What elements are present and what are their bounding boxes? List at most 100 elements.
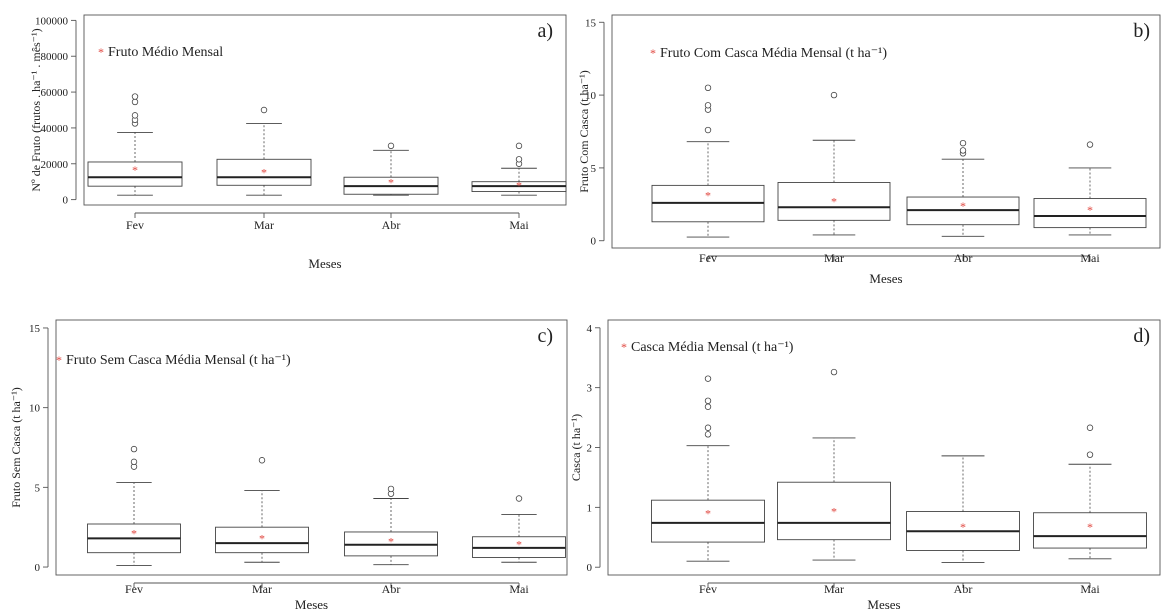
x-tick-label: Abr — [382, 582, 401, 596]
iqr-box — [87, 161, 183, 187]
y-tick-label: 0 — [35, 562, 41, 574]
iqr-box — [777, 182, 891, 221]
x-tick-label: Fev — [699, 582, 717, 596]
outlier-point — [515, 156, 523, 163]
panel-d: 0 1 2 3 4 Fev Mar Abr Mai Meses Casca (t ha⁻¹) d) * C… — [569, 319, 1161, 612]
y-tick-label: 2 — [587, 443, 593, 455]
x-axis-label: Meses — [308, 256, 341, 271]
x-tick-label: Fev — [126, 218, 144, 232]
box-mai: * — [471, 142, 567, 196]
mean-marker: * — [960, 520, 966, 534]
outlier-point — [387, 142, 395, 150]
y-tick-label: 15 — [29, 323, 41, 335]
box-mai: * — [1033, 141, 1147, 236]
x-tick-label: Mai — [509, 582, 529, 596]
legend-label: Fruto Com Casca Média Mensal (t ha⁻¹) — [660, 46, 887, 61]
y-tick-label: 0 — [587, 562, 593, 574]
box-mar: * — [216, 106, 312, 196]
outlier-point — [959, 139, 967, 147]
iqr-box — [216, 158, 312, 186]
y-axis-label: Fruto Com Casca (t ha⁻¹) — [577, 70, 591, 193]
box-mai: * — [1033, 424, 1147, 560]
y-tick-label: 10 — [585, 90, 597, 102]
legend-unit: (t ha⁻¹) — [842, 46, 887, 61]
legend-mean-marker: * — [56, 353, 62, 367]
panel-b: 0 5 10 15 Fev Mar Abr Mai Meses Fruto Com Casca (… — [577, 14, 1161, 286]
box-abr: * — [344, 485, 438, 566]
y-tick-label: 15 — [585, 17, 597, 29]
iqr-box — [1033, 512, 1147, 549]
x-tick-label: Mar — [254, 218, 274, 232]
outlier-point — [387, 485, 395, 493]
y-tick-label: 80000 — [41, 51, 69, 63]
panel-c: 0 5 10 15 Fev Mar Abr Mai Meses Fruto Sem Casca (… — [9, 319, 568, 612]
box-fev: * — [651, 375, 765, 562]
legend-label: Fruto Médio Mensal — [108, 45, 223, 60]
mean-marker: * — [132, 163, 138, 177]
plot-frame — [611, 14, 1161, 249]
outlier-point — [130, 458, 138, 466]
y-tick-label: 60000 — [41, 87, 69, 99]
y-tick-label: 1 — [587, 502, 593, 514]
panel-label: b) — [1133, 20, 1150, 42]
mean-marker: * — [516, 538, 522, 552]
iqr-box — [215, 526, 309, 554]
box-mar: * — [777, 91, 891, 236]
mean-marker: * — [131, 527, 137, 541]
outlier-point — [131, 98, 139, 106]
mean-marker: * — [705, 506, 711, 520]
mean-marker: * — [388, 176, 394, 190]
legend: * Fruto Sem Casca Média Mensal (t ha⁻¹) — [56, 353, 291, 368]
iqr-box — [1033, 198, 1147, 229]
outlier-point — [130, 445, 138, 453]
mean-marker: * — [388, 535, 394, 549]
outlier-point — [704, 403, 712, 410]
legend-mean-marker: * — [621, 340, 627, 354]
x-axis-label: Meses — [295, 597, 328, 612]
outlier-point — [704, 431, 712, 438]
legend-unit: (t ha⁻¹) — [748, 340, 793, 355]
box-mar: * — [215, 457, 309, 563]
box-fev: * — [87, 445, 181, 566]
x-tick-label: Mar — [252, 582, 272, 596]
panel-a: 0 20000 40000 60000 80000 100000 Fev Mar Abr Mai M… — [29, 14, 567, 271]
y-tick-label: 4 — [587, 323, 593, 335]
outlier-point — [258, 457, 266, 464]
legend: * Fruto Médio Mensal — [98, 45, 223, 60]
x-tick-label: Mai — [1080, 582, 1100, 596]
x-tick-label: Mar — [824, 251, 844, 265]
outlier-point — [959, 147, 967, 154]
box-abr: * — [343, 142, 439, 196]
legend: * Casca Média Mensal (t ha⁻¹) — [621, 340, 794, 355]
x-tick-label: Fev — [699, 251, 717, 265]
x-tick-label: Mai — [1080, 251, 1100, 265]
y-tick-label: 0 — [591, 236, 597, 248]
y-tick-label: 100000 — [35, 15, 69, 27]
outlier-point — [704, 424, 712, 431]
x-tick-label: Fev — [125, 582, 143, 596]
box-mar: * — [777, 368, 891, 561]
panel-label: c) — [537, 325, 553, 347]
mean-marker: * — [831, 194, 837, 208]
mean-marker: * — [1087, 203, 1093, 217]
y-axis-label: Casca (t ha⁻¹) — [569, 414, 583, 481]
outlier-point — [515, 142, 523, 150]
box-mai: * — [472, 495, 566, 563]
x-tick-label: Abr — [954, 582, 973, 596]
x-tick-label: Abr — [382, 218, 401, 232]
y-tick-label: 20000 — [41, 159, 69, 171]
mean-marker: * — [259, 531, 265, 545]
x-axis-label: Meses — [869, 271, 902, 286]
legend: * Fruto Com Casca Média Mensal (t ha⁻¹) — [650, 46, 887, 61]
outlier-point — [1086, 424, 1094, 431]
outlier-point — [830, 368, 838, 376]
y-tick-label: 40000 — [41, 123, 69, 135]
iqr-box — [651, 499, 765, 543]
panel-label: d) — [1133, 325, 1150, 347]
mean-marker: * — [1087, 520, 1093, 534]
y-tick-label: 10 — [29, 403, 41, 415]
y-tick-label: 3 — [587, 383, 593, 395]
outlier-point — [704, 84, 712, 92]
panel-label: a) — [537, 20, 553, 42]
legend-unit: (t ha⁻¹) — [246, 353, 291, 368]
